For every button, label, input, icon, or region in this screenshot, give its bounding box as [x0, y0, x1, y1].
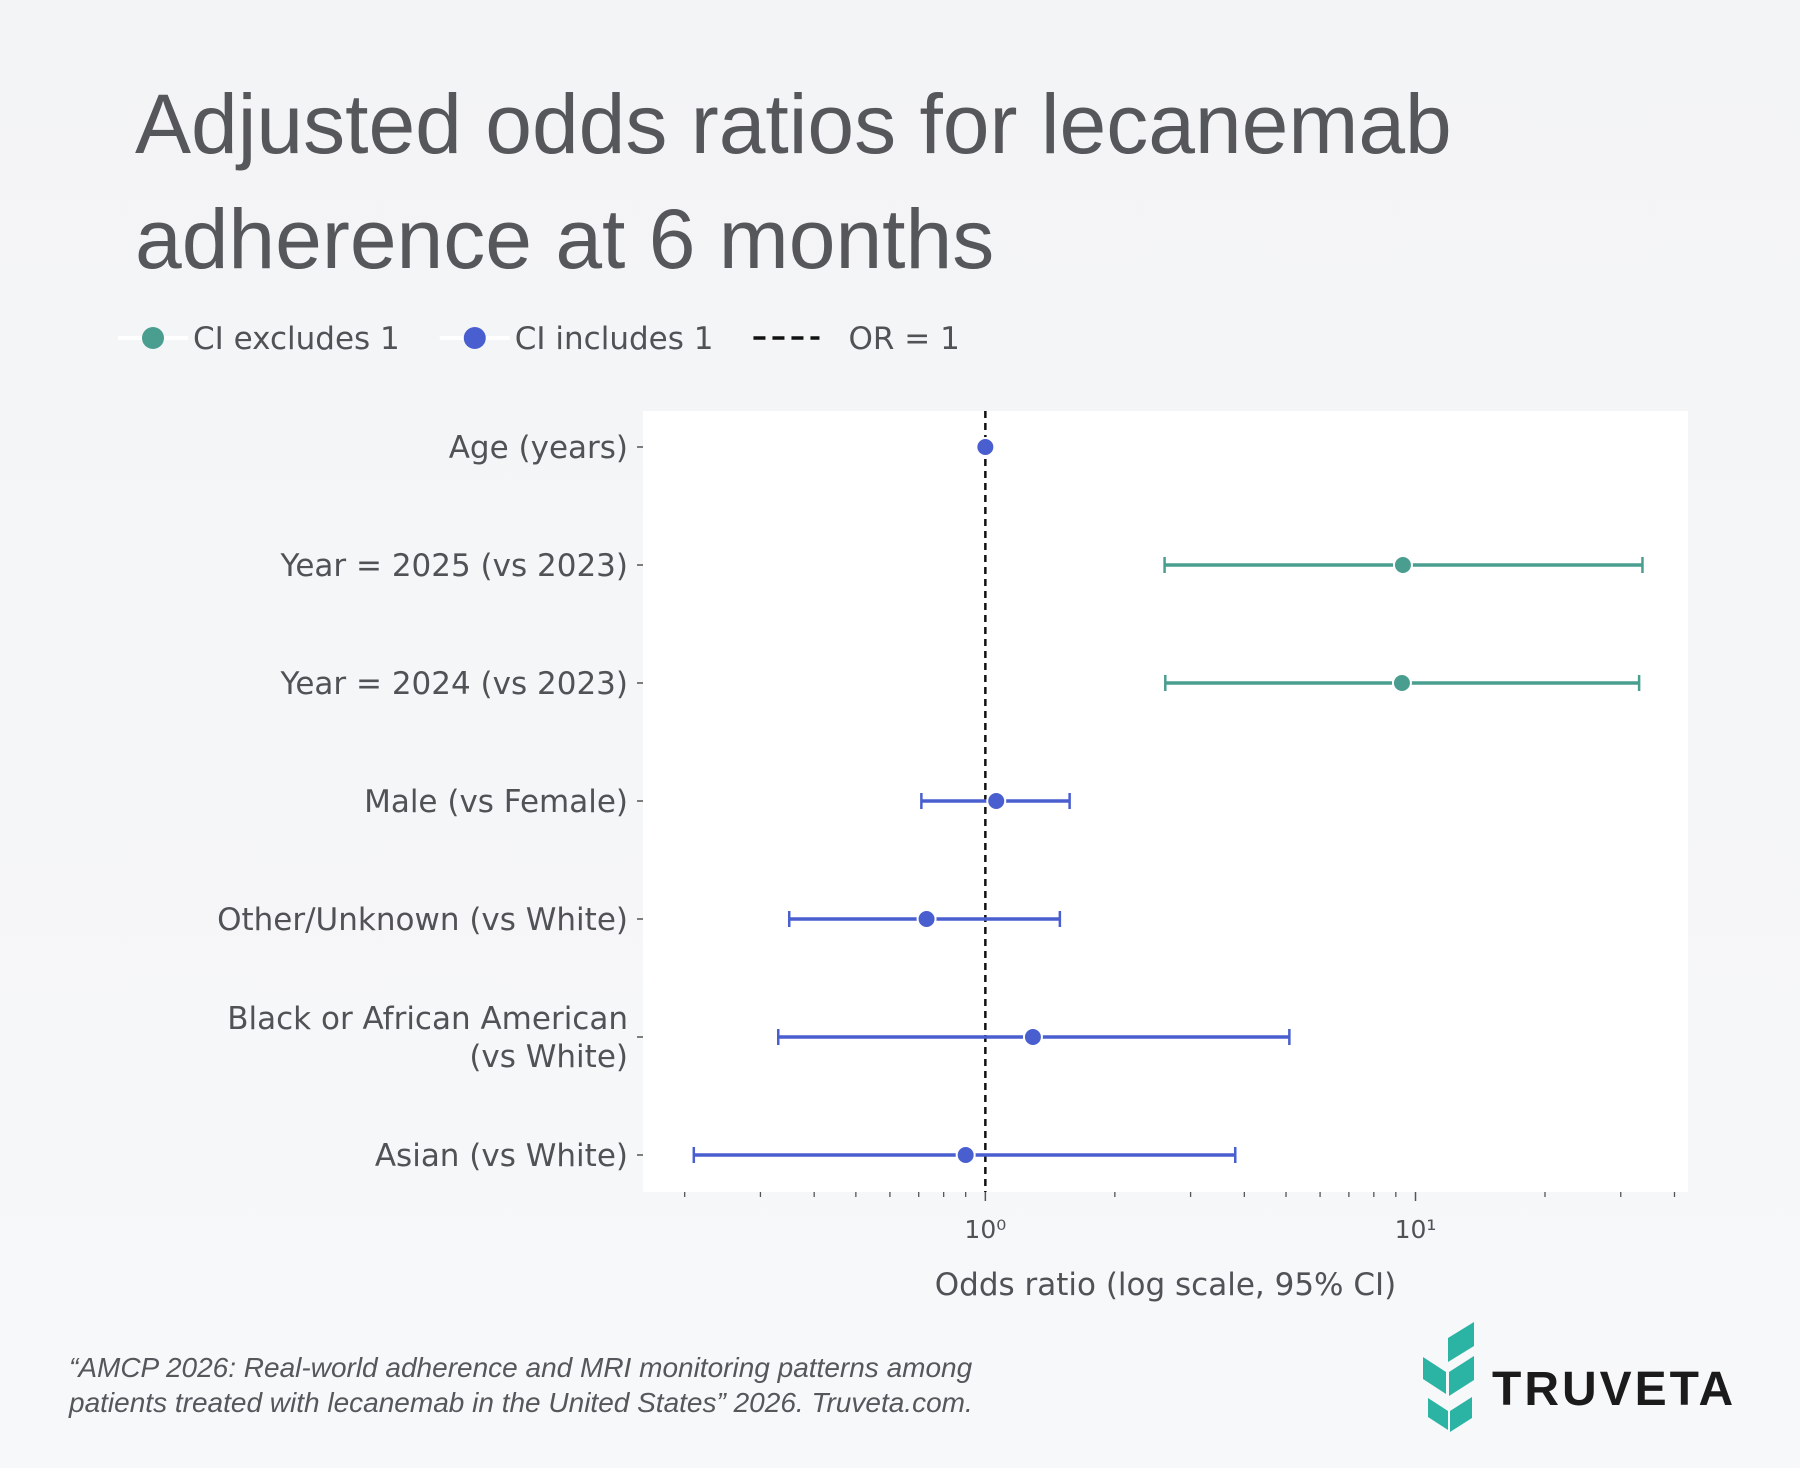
y-tick-label: Age (years) [449, 430, 628, 466]
citation: patients treated with lecanemab in the U… [68, 1387, 973, 1418]
y-tick-label: Asian (vs White) [375, 1138, 628, 1174]
legend-marker [142, 327, 164, 349]
legend-marker [463, 327, 486, 349]
legend-label: CI includes 1 [515, 321, 714, 357]
point [955, 1145, 976, 1165]
point [1392, 555, 1413, 575]
legend-label: OR = 1 [848, 321, 959, 357]
y-tick-label: Male (vs Female) [364, 784, 628, 820]
x-axis-label: Odds ratio (log scale, 95% CI) [935, 1267, 1397, 1303]
y-tick-label: Other/Unknown (vs White) [217, 902, 628, 938]
y-tick-label: Year = 2024 (vs 2023) [280, 666, 629, 702]
brand-name: TRUVETA [1492, 1363, 1736, 1416]
plot-area [643, 411, 1688, 1192]
y-tick-label: Black or African American (vs White) [227, 1001, 628, 1075]
y-tick-label: Year = 2025 (vs 2023) [280, 548, 629, 584]
chart-title: Adjusted odds ratios for lecanemab [135, 77, 1452, 171]
x-tick-label: 10⁰ [964, 1215, 1006, 1244]
point [1391, 673, 1412, 693]
point [975, 437, 996, 457]
point [1022, 1027, 1043, 1047]
point [916, 909, 937, 929]
brand-logo [1423, 1322, 1474, 1432]
point [986, 791, 1007, 811]
chart-title: adherence at 6 months [135, 192, 994, 286]
x-tick-label: 10¹ [1395, 1215, 1437, 1244]
citation: “AMCP 2026: Real-world adherence and MRI… [69, 1352, 973, 1383]
legend-label: CI excludes 1 [193, 321, 400, 357]
